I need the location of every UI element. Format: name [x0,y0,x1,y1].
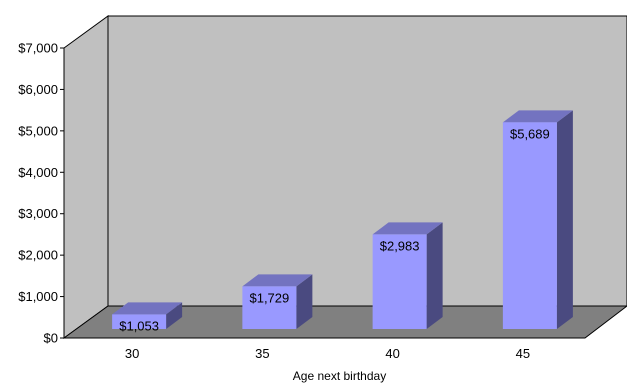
x-axis: 30 35 40 45 [125,346,530,361]
chart-back-wall [107,15,627,307]
y-tick-label: $4,000 [18,165,58,180]
bar-data-label: $5,689 [510,126,550,141]
bar-side-face [556,110,573,329]
y-tick-label: $6,000 [18,82,58,97]
bar-series: $1,053 $1,729 $2,983 $5,689 [112,110,573,333]
bar-front-face [502,122,557,329]
bar-top-face [372,222,443,235]
bar-side-face [166,302,183,329]
chart-floor [62,305,627,339]
x-axis-title: Age next birthday [293,369,386,383]
x-tick-label: 40 [385,346,399,361]
bar-front-face [372,234,427,329]
bar-front-face [242,286,297,329]
y-tick-label: $1,000 [18,289,58,304]
bar: $5,689 [502,110,573,329]
bar-side-face [296,274,313,329]
bar-top-face [502,110,573,123]
bar-data-label: $2,983 [380,238,420,253]
bar: $1,053 [112,302,183,333]
y-axis: $0 $1,000 $2,000 $3,000 $4,000 $5,000 $6,000 $7… [18,41,64,346]
y-tick-label: $7,000 [18,41,58,56]
bar-data-label: $1,729 [249,290,289,305]
bar-front-face [112,314,167,329]
chart-left-wall [63,15,109,339]
bar-top-face [112,302,183,315]
bar-side-face [426,222,443,329]
y-tick-label: $2,000 [18,248,58,263]
bar-data-label: $1,053 [119,318,159,333]
bar: $2,983 [372,222,443,329]
y-tick-label: $3,000 [18,206,58,221]
bar: $1,729 [242,274,313,329]
bar-top-face [242,274,313,287]
y-tick-label: $5,000 [18,123,58,138]
x-tick-label: 35 [255,346,269,361]
y-tick-label: $0 [44,331,58,346]
x-tick-label: 45 [516,346,530,361]
x-tick-label: 30 [125,346,139,361]
